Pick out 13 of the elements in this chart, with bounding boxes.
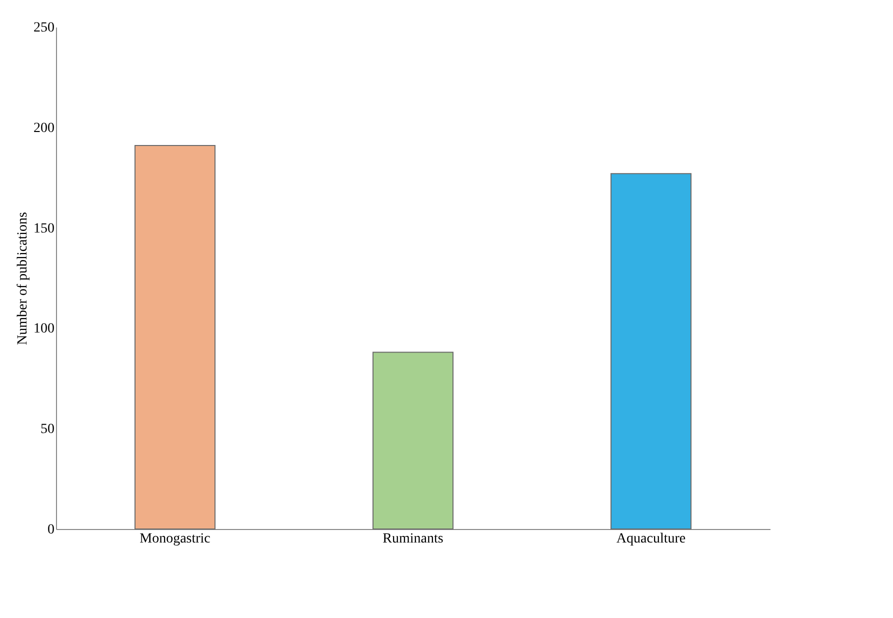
y-axis-title: Number of publications [16,212,30,345]
y-tick-label: 150 [34,221,54,236]
y-tick-label: 250 [34,20,54,36]
y-tick-label: 100 [34,322,54,337]
x-tick-label: Aquaculture [616,532,686,546]
x-tick-label: Monogastric [140,532,210,546]
y-tick-label: 200 [34,120,54,136]
y-tick-label: 0 [48,522,54,538]
x-tick-label: Ruminants [382,532,444,546]
bar [372,352,454,530]
y-tick-label: 50 [40,422,54,438]
bar [134,144,216,530]
bar [610,173,692,530]
